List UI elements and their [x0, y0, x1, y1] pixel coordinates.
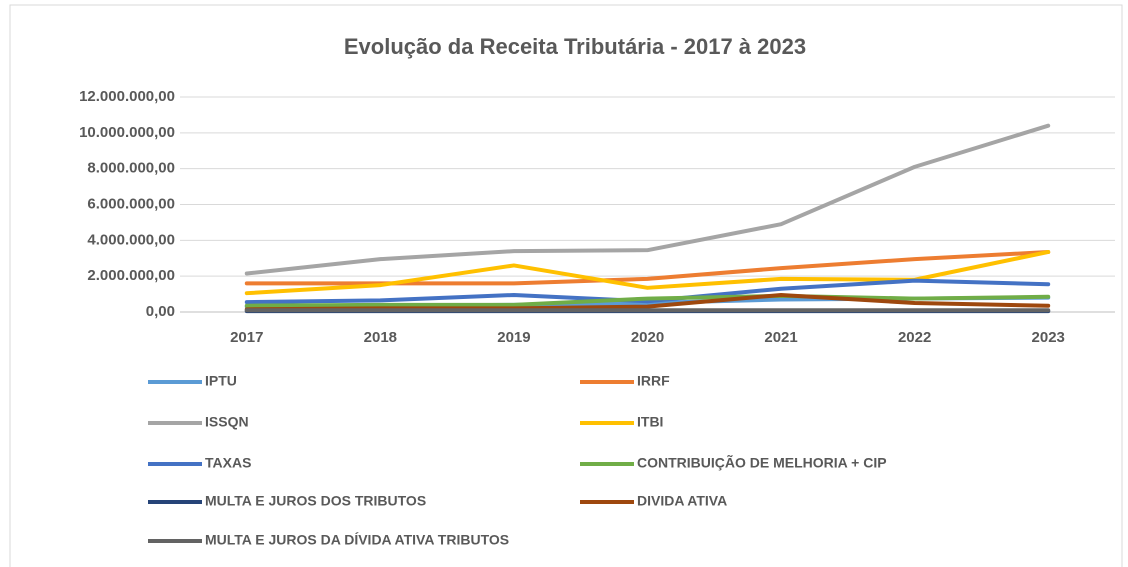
y-tick-label: 12.000.000,00	[79, 88, 175, 105]
legend-label: MULTA E JUROS DOS TRIBUTOS	[205, 493, 426, 509]
legend-label: CONTRIBUIÇÃO DE MELHORIA + CIP	[637, 454, 887, 471]
y-tick-label: 10.000.000,00	[79, 124, 175, 141]
legend-label: DIVIDA ATIVA	[637, 493, 727, 509]
legend-label: ITBI	[637, 414, 663, 430]
x-tick-label: 2021	[764, 329, 797, 346]
series-line	[244, 293, 1051, 308]
chart-title: Evolução da Receita Tributária - 2017 à …	[344, 34, 806, 59]
y-tick-label: 2.000.000,00	[87, 267, 175, 284]
x-tick-label: 2019	[497, 329, 530, 346]
y-tick-label: 6.000.000,00	[87, 195, 175, 212]
legend-label: TAXAS	[205, 455, 251, 471]
series-line	[244, 123, 1051, 276]
legend-label: IPTU	[205, 373, 237, 389]
x-tick-label: 2020	[631, 329, 664, 346]
series-line	[244, 278, 1051, 305]
x-tick-label: 2017	[230, 329, 263, 346]
legend-label: IRRF	[637, 373, 670, 389]
x-tick-label: 2023	[1032, 329, 1065, 346]
chart-frame	[9, 4, 1123, 567]
legend-label: ISSQN	[205, 414, 249, 430]
y-tick-label: 0,00	[146, 303, 175, 320]
x-tick-label: 2018	[364, 329, 397, 346]
y-tick-label: 8.000.000,00	[87, 160, 175, 177]
legend-label: MULTA E JUROS DA DÍVIDA ATIVA TRIBUTOS	[205, 532, 509, 548]
x-tick-label: 2022	[898, 329, 931, 346]
y-tick-label: 4.000.000,00	[87, 231, 175, 248]
